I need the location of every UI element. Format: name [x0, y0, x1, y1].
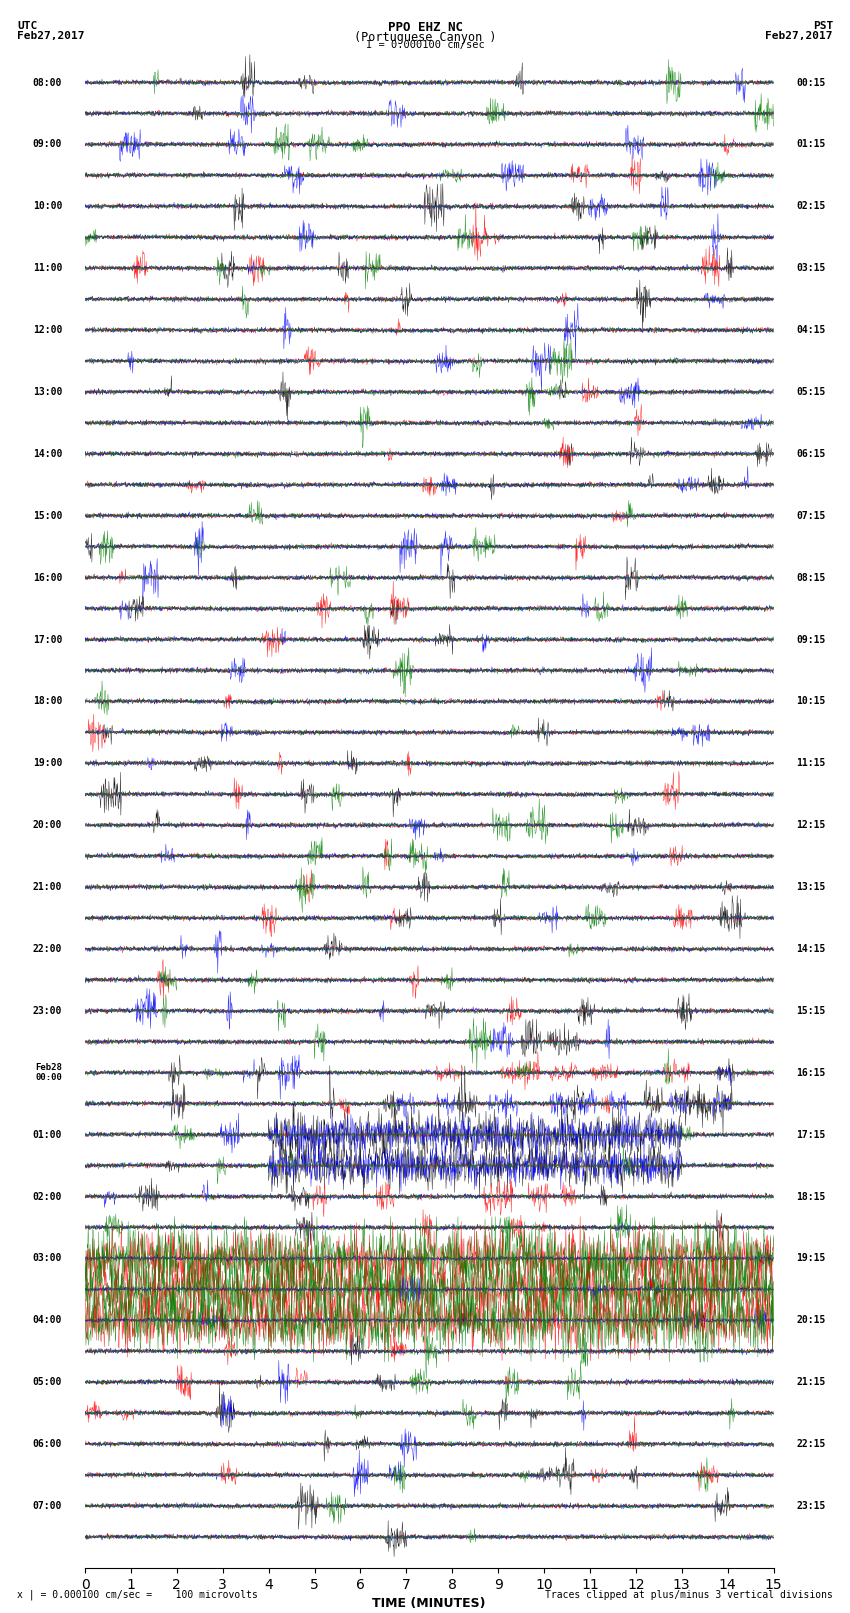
Text: 00:15: 00:15 [796, 77, 826, 87]
Text: Traces clipped at plus/minus 3 vertical divisions: Traces clipped at plus/minus 3 vertical … [545, 1590, 833, 1600]
Text: 05:00: 05:00 [32, 1378, 62, 1387]
Text: 22:15: 22:15 [796, 1439, 826, 1448]
Text: 18:15: 18:15 [796, 1192, 826, 1202]
Text: 23:15: 23:15 [796, 1502, 826, 1511]
Text: 08:15: 08:15 [796, 573, 826, 582]
Text: 01:15: 01:15 [796, 139, 826, 150]
Text: 10:00: 10:00 [32, 202, 62, 211]
Text: 10:15: 10:15 [796, 697, 826, 706]
Text: 12:00: 12:00 [32, 326, 62, 336]
Text: 16:00: 16:00 [32, 573, 62, 582]
Text: 15:15: 15:15 [796, 1007, 826, 1016]
Text: 13:15: 13:15 [796, 882, 826, 892]
Text: 21:15: 21:15 [796, 1378, 826, 1387]
X-axis label: TIME (MINUTES): TIME (MINUTES) [372, 1597, 486, 1610]
Text: 19:15: 19:15 [796, 1253, 826, 1263]
Text: 13:00: 13:00 [32, 387, 62, 397]
Text: 01:00: 01:00 [32, 1129, 62, 1140]
Text: Feb28
00:00: Feb28 00:00 [35, 1063, 62, 1082]
Text: 14:00: 14:00 [32, 448, 62, 458]
Text: 19:00: 19:00 [32, 758, 62, 768]
Text: Feb27,2017: Feb27,2017 [17, 31, 84, 40]
Text: (Portuguese Canyon ): (Portuguese Canyon ) [354, 31, 496, 44]
Text: 09:00: 09:00 [32, 139, 62, 150]
Text: 02:15: 02:15 [796, 202, 826, 211]
Text: 04:15: 04:15 [796, 326, 826, 336]
Text: 20:00: 20:00 [32, 819, 62, 831]
Text: 17:00: 17:00 [32, 634, 62, 645]
Text: 06:15: 06:15 [796, 448, 826, 458]
Text: UTC: UTC [17, 21, 37, 31]
Text: 17:15: 17:15 [796, 1129, 826, 1140]
Text: x | = 0.000100 cm/sec =    100 microvolts: x | = 0.000100 cm/sec = 100 microvolts [17, 1589, 258, 1600]
Text: 21:00: 21:00 [32, 882, 62, 892]
Text: 03:00: 03:00 [32, 1253, 62, 1263]
Text: 04:00: 04:00 [32, 1315, 62, 1326]
Text: PST: PST [813, 21, 833, 31]
Text: 09:15: 09:15 [796, 634, 826, 645]
Text: 02:00: 02:00 [32, 1192, 62, 1202]
Text: 20:15: 20:15 [796, 1315, 826, 1326]
Text: 22:00: 22:00 [32, 944, 62, 953]
Text: 16:15: 16:15 [796, 1068, 826, 1077]
Text: 18:00: 18:00 [32, 697, 62, 706]
Text: 23:00: 23:00 [32, 1007, 62, 1016]
Text: 11:15: 11:15 [796, 758, 826, 768]
Text: 07:00: 07:00 [32, 1502, 62, 1511]
Text: I = 0.000100 cm/sec: I = 0.000100 cm/sec [366, 40, 484, 50]
Text: PPO EHZ NC: PPO EHZ NC [388, 21, 462, 34]
Text: 11:00: 11:00 [32, 263, 62, 273]
Text: 12:15: 12:15 [796, 819, 826, 831]
Text: 05:15: 05:15 [796, 387, 826, 397]
Text: 15:00: 15:00 [32, 511, 62, 521]
Text: 06:00: 06:00 [32, 1439, 62, 1448]
Text: Feb27,2017: Feb27,2017 [766, 31, 833, 40]
Text: 08:00: 08:00 [32, 77, 62, 87]
Text: 03:15: 03:15 [796, 263, 826, 273]
Text: 14:15: 14:15 [796, 944, 826, 953]
Text: 07:15: 07:15 [796, 511, 826, 521]
